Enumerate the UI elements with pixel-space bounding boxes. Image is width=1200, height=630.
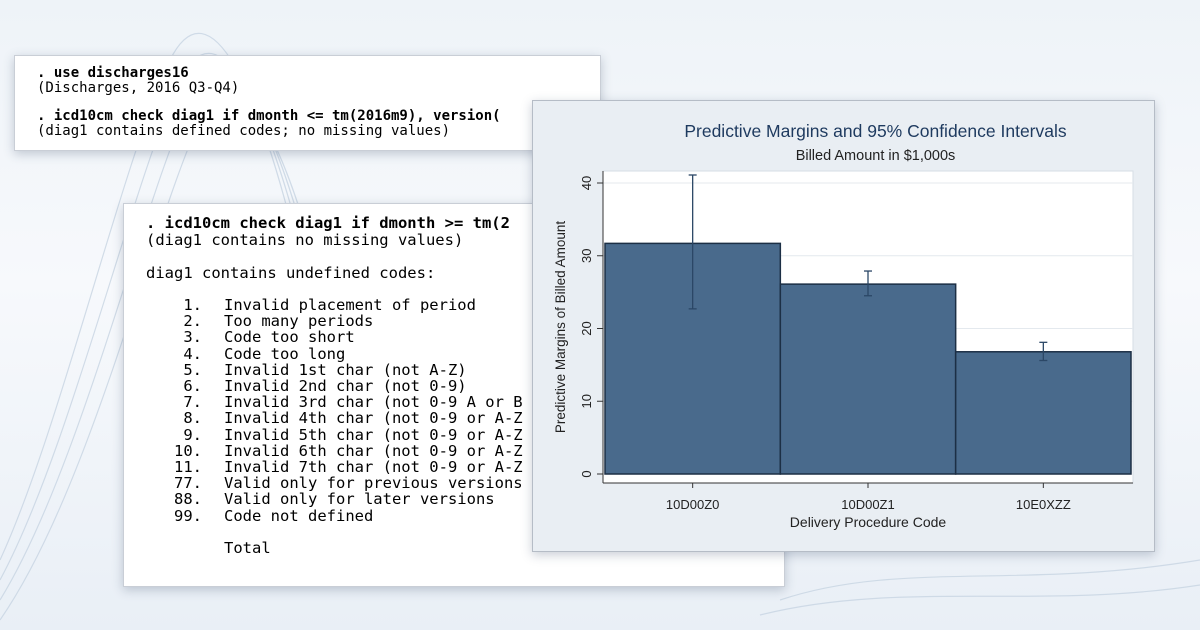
code-description: Invalid 2nd char (not 0-9): [224, 377, 467, 395]
code-description: Invalid 1st char (not A-Z): [224, 360, 467, 379]
code-number: 9.: [183, 425, 202, 444]
margins-bar-chart: 0 10 20 30 40 10D00Z0 10D00Z1 10E0XZZ Predictive…: [533, 101, 1154, 551]
bar-10E0XZZ: [954, 351, 1132, 475]
code-description: Invalid 6th char (not 0-9 or A-Z: [224, 441, 523, 460]
log-line-command-check: . icd10cm check diag1 if dmonth <= tm(20…: [37, 108, 501, 124]
y-tick-label: 40: [579, 176, 594, 190]
code-number: 2.: [183, 312, 202, 331]
margins-chart-window: 0 10 20 30 40 10D00Z0 10D00Z1 10E0XZZ Predictive…: [532, 100, 1155, 552]
x-axis-label: Delivery Procedure Code: [790, 514, 947, 530]
code-number: 99.: [174, 506, 202, 525]
y-tick-label: 30: [579, 249, 594, 263]
code-description: Valid only for later versions: [224, 490, 495, 509]
code-number: 5.: [183, 360, 202, 379]
y-tick-label: 10: [579, 394, 594, 408]
log-line-note: (diag1 contains no missing values): [146, 231, 464, 249]
log-line-output-defined: (diag1 contains defined codes; no missin…: [37, 123, 451, 139]
log-line-heading: diag1 contains undefined codes:: [146, 264, 436, 282]
chart-subtitle: Billed Amount in $1,000s: [796, 148, 956, 164]
code-number: 6.: [183, 377, 202, 395]
code-number: 77.: [174, 474, 202, 493]
code-description: Invalid 5th char (not 0-9 or A-Z: [224, 425, 523, 444]
code-number: 10.: [174, 441, 202, 460]
code-description: Invalid placement of period: [224, 296, 476, 314]
code-description: Invalid 4th char (not 0-9 or A-Z: [224, 409, 523, 428]
log-line-command: . icd10cm check diag1 if dmonth >= tm(2: [146, 214, 510, 232]
code-number: 7.: [183, 393, 202, 412]
code-number: 88.: [174, 490, 202, 509]
x-tick-label: 10D00Z0: [666, 497, 719, 512]
chart-title: Predictive Margins and 95% Confidence In…: [684, 121, 1067, 141]
code-number: 3.: [183, 328, 202, 347]
y-tick-label: 0: [579, 470, 594, 477]
code-description: Invalid 7th char (not 0-9 or A-Z: [224, 458, 523, 476]
bar-10D00Z1: [779, 283, 957, 475]
y-axis-label: Predictive Margins of Billed Amount: [553, 221, 568, 434]
y-tick-label: 20: [579, 321, 594, 335]
log-line-total: Total: [224, 539, 271, 557]
code-description: Code not defined: [224, 506, 374, 525]
log-line-command-use: . use discharges16: [37, 65, 189, 81]
code-number: 4.: [183, 344, 202, 363]
code-number: 8.: [183, 409, 202, 428]
stata-log-panel-top: . use discharges16 (Discharges, 2016 Q3-…: [14, 55, 601, 151]
code-description: Valid only for previous versions: [224, 474, 523, 493]
code-description: Too many periods: [224, 312, 374, 331]
code-description: Code too long: [224, 344, 346, 363]
log-line-output-dataset: (Discharges, 2016 Q3-Q4): [37, 80, 240, 96]
code-description: Code too short: [224, 328, 355, 347]
x-tick-label: 10E0XZZ: [1016, 497, 1071, 512]
code-description: Invalid 3rd char (not 0-9 A or B: [224, 393, 523, 412]
code-number: 11.: [174, 458, 202, 476]
code-number: 1.: [183, 296, 202, 314]
x-tick-label: 10D00Z1: [841, 497, 894, 512]
